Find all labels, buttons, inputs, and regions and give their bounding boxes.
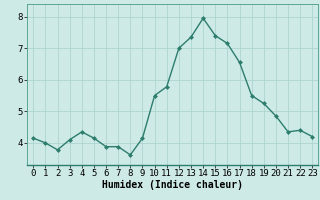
X-axis label: Humidex (Indice chaleur): Humidex (Indice chaleur) <box>102 180 243 190</box>
